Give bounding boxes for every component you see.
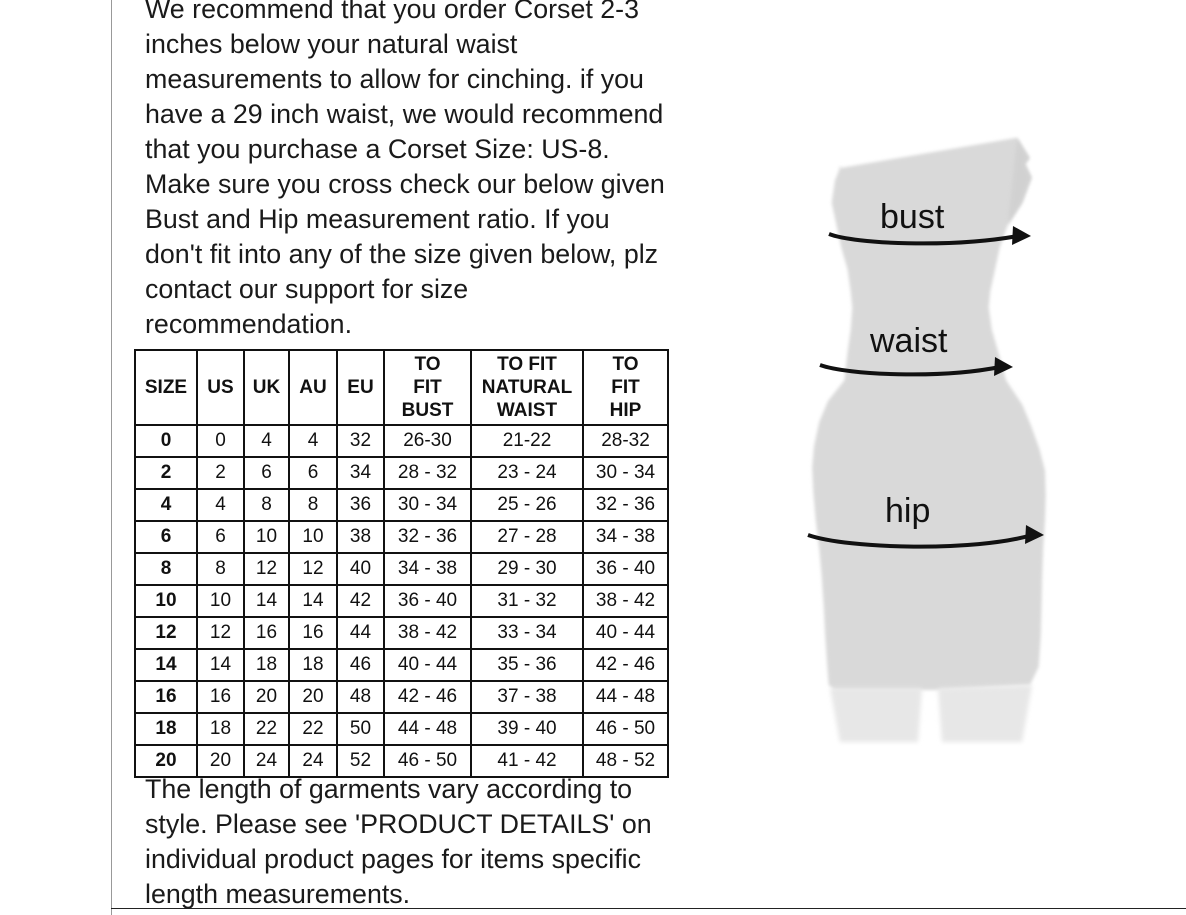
svg-text:hip: hip [885,492,930,530]
svg-text:bust: bust [880,198,945,236]
svg-text:waist: waist [869,322,948,360]
